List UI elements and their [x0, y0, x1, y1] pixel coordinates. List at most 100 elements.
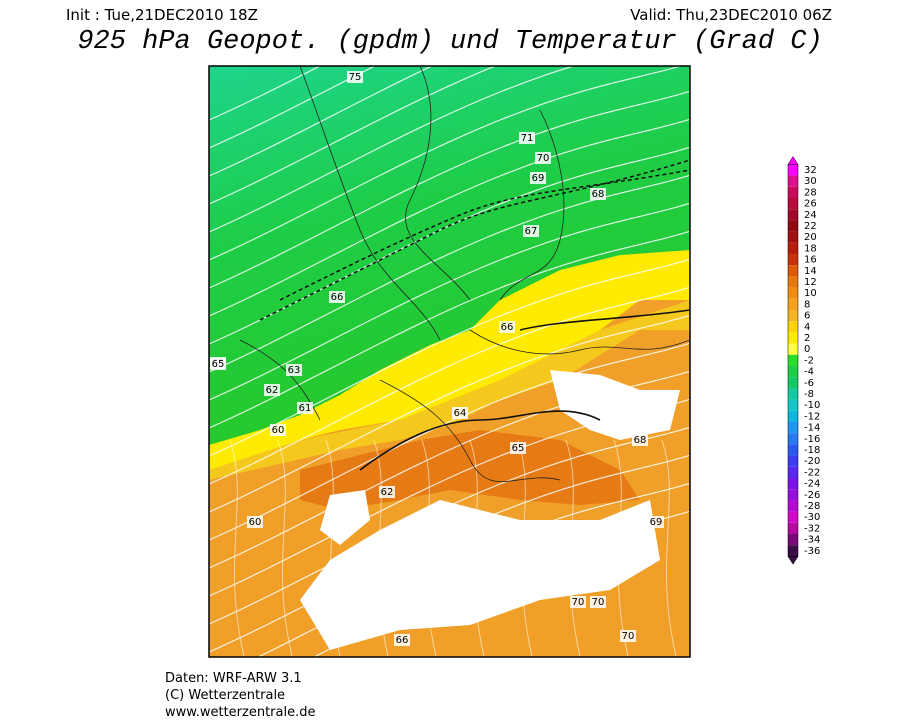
isoline — [373, 439, 389, 657]
colorbar-top-arrow — [787, 156, 799, 165]
contour-label: 70 — [622, 631, 635, 642]
isoline — [209, 66, 576, 233]
colorbar-bottom-arrow — [787, 556, 799, 565]
colorbar-segment — [788, 399, 798, 411]
contour-label: 62 — [381, 487, 394, 498]
contour-label: 70 — [592, 597, 605, 608]
colorbar-label: 28 — [804, 187, 817, 198]
isoline — [517, 439, 533, 657]
isoline — [661, 439, 677, 657]
map-labels: 7571706968676665656463626160656662606970… — [210, 71, 664, 646]
contour-label: 65 — [512, 443, 525, 454]
isoline — [209, 66, 434, 177]
colorbar-label: -6 — [804, 378, 814, 389]
colorbar-label: -34 — [804, 535, 820, 546]
isoline — [277, 439, 293, 657]
contour-label: 70 — [572, 597, 585, 608]
map: 7571706968676665656463626160656662606970… — [209, 66, 690, 657]
colorbar-label: -10 — [804, 400, 820, 411]
colorbar-segment — [788, 422, 798, 434]
colorbar-label: -2 — [804, 355, 814, 366]
map-title: 925 hPa Geopot. (gpdm) und Temperatur (G… — [77, 27, 822, 57]
contour-label: 66 — [501, 322, 514, 333]
isoline — [209, 66, 377, 149]
colorbar-segment — [788, 276, 798, 288]
init-time: Init : Tue,21DEC2010 18Z — [66, 6, 258, 24]
isoline — [209, 230, 690, 429]
label-box — [510, 442, 526, 454]
contour-label: 68 — [634, 435, 647, 446]
contour-label: 69 — [650, 517, 663, 528]
isoline — [613, 439, 629, 657]
colorbar-label: -14 — [804, 423, 820, 434]
label-box — [523, 225, 539, 237]
label-box — [247, 516, 263, 528]
colorbar-label: -12 — [804, 411, 820, 422]
colorbar-label: 4 — [804, 322, 810, 333]
colorbar-label: 18 — [804, 243, 817, 254]
colorbar-segment — [788, 175, 798, 187]
contour-label: 63 — [288, 365, 301, 376]
colorbar-segment — [788, 455, 798, 467]
isoline — [209, 370, 690, 569]
label-box — [530, 172, 546, 184]
colorbar-label: 12 — [804, 277, 817, 288]
colorbar-label: 20 — [804, 232, 817, 243]
colorbar-label: -36 — [804, 546, 820, 557]
colorbar: 32302826242220181614121086420-2-4-6-8-10… — [787, 156, 820, 565]
colorbar-segment — [788, 298, 798, 310]
contour-label: 75 — [349, 72, 362, 83]
isoline — [209, 118, 690, 317]
footer-copyright: (C) Wetterzentrale — [165, 688, 285, 703]
contour-label: 61 — [299, 403, 312, 414]
label-box — [286, 364, 302, 376]
isoline — [256, 482, 690, 657]
label-box — [620, 630, 636, 642]
isoline — [209, 66, 497, 205]
colorbar-segment — [788, 444, 798, 456]
colorbar-label: 24 — [804, 210, 817, 221]
colorbar-label: 0 — [804, 344, 810, 355]
contour-label: 69 — [532, 173, 545, 184]
colorbar-label: 26 — [804, 199, 817, 210]
isoline — [209, 174, 690, 373]
zero-line — [259, 159, 690, 321]
label-box — [329, 291, 345, 303]
label-box — [210, 358, 226, 370]
colorbar-label: -20 — [804, 456, 820, 467]
yellow-band — [209, 250, 690, 470]
colorbar-segment — [788, 489, 798, 501]
label-box — [590, 596, 606, 608]
isoline — [209, 258, 690, 457]
colorbar-label: -30 — [804, 512, 820, 523]
colorbar-label: -28 — [804, 501, 820, 512]
isoline — [209, 286, 690, 485]
isoline — [209, 90, 690, 289]
colorbar-label: -18 — [804, 445, 820, 456]
isoline — [421, 439, 437, 657]
colorbar-label: 8 — [804, 299, 810, 310]
label-box — [535, 152, 551, 164]
colorbar-frame — [787, 164, 799, 557]
colorbar-label: -32 — [804, 523, 820, 534]
label-box — [590, 188, 606, 200]
colorbar-segment — [788, 511, 798, 523]
colorbar-label: -22 — [804, 467, 820, 478]
label-box — [648, 516, 664, 528]
label-box — [264, 384, 280, 396]
footer-source: Daten: WRF-ARW 3.1 — [165, 671, 302, 686]
contour-label: 64 — [454, 408, 467, 419]
label-box — [519, 132, 535, 144]
colorbar-label: -24 — [804, 479, 820, 490]
colorbar-label: -4 — [804, 367, 814, 378]
isoline — [209, 314, 690, 513]
isoline — [209, 146, 690, 345]
colorbar-label: 10 — [804, 288, 817, 299]
colorbar-segment — [788, 321, 798, 333]
colorbar-segment — [788, 310, 798, 322]
colorbar-segment — [788, 545, 798, 557]
colorbar-segment — [788, 343, 798, 355]
colorbar-label: 30 — [804, 176, 817, 187]
colorbar-segment — [788, 265, 798, 277]
